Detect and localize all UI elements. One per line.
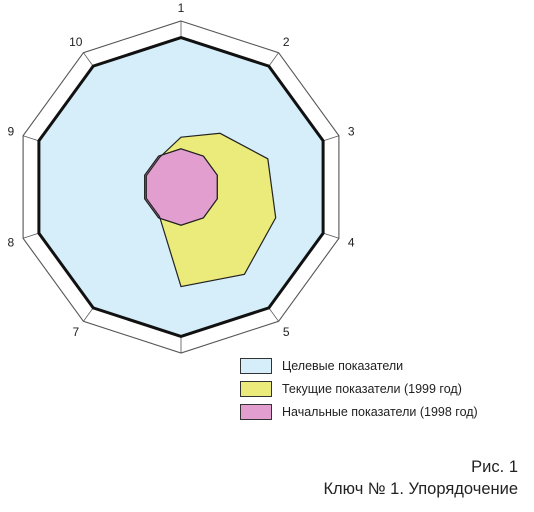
figure-title: Ключ № 1. Упорядочение <box>323 480 518 498</box>
axis-label-5: 5 <box>283 325 290 339</box>
radar-series <box>37 36 325 338</box>
legend-label-initial: Начальные показатели (1998 год) <box>282 404 478 419</box>
axis-label-4: 4 <box>348 235 355 249</box>
legend-label-target: Целевые показатели <box>282 358 404 373</box>
axis-labels: 1 2 3 4 5 6 7 8 9 10 <box>7 1 354 360</box>
axis-label-7: 7 <box>72 325 79 339</box>
axis-label-8: 8 <box>7 235 14 249</box>
figure-number: Рис. 1 <box>471 458 518 476</box>
legend-swatch-current <box>240 380 272 397</box>
legend-item-target: Целевые показатели <box>240 357 478 374</box>
axis-label-9: 9 <box>7 125 14 139</box>
legend-item-current: Текущие показатели (1999 год) <box>240 380 478 397</box>
legend-item-initial: Начальные показатели (1998 год) <box>240 403 478 420</box>
legend: Целевые показатели Текущие показатели (1… <box>240 357 478 426</box>
figure-caption: Рис. 1 Ключ № 1. Упорядочение <box>323 456 518 500</box>
legend-label-current: Текущие показатели (1999 год) <box>282 381 462 396</box>
axis-label-6: 6 <box>178 359 185 360</box>
axis-label-2: 2 <box>283 35 290 49</box>
axis-label-1: 1 <box>178 1 185 15</box>
legend-swatch-target <box>240 357 272 374</box>
series-outline-0 <box>37 36 325 338</box>
axis-label-10: 10 <box>69 35 83 49</box>
series-outline-1 <box>145 132 277 288</box>
legend-swatch-initial <box>240 403 272 420</box>
axis-label-3: 3 <box>348 125 355 139</box>
series-outline-2 <box>144 148 218 226</box>
radar-chart: 1 2 3 4 5 6 7 8 9 10 <box>7 1 354 360</box>
